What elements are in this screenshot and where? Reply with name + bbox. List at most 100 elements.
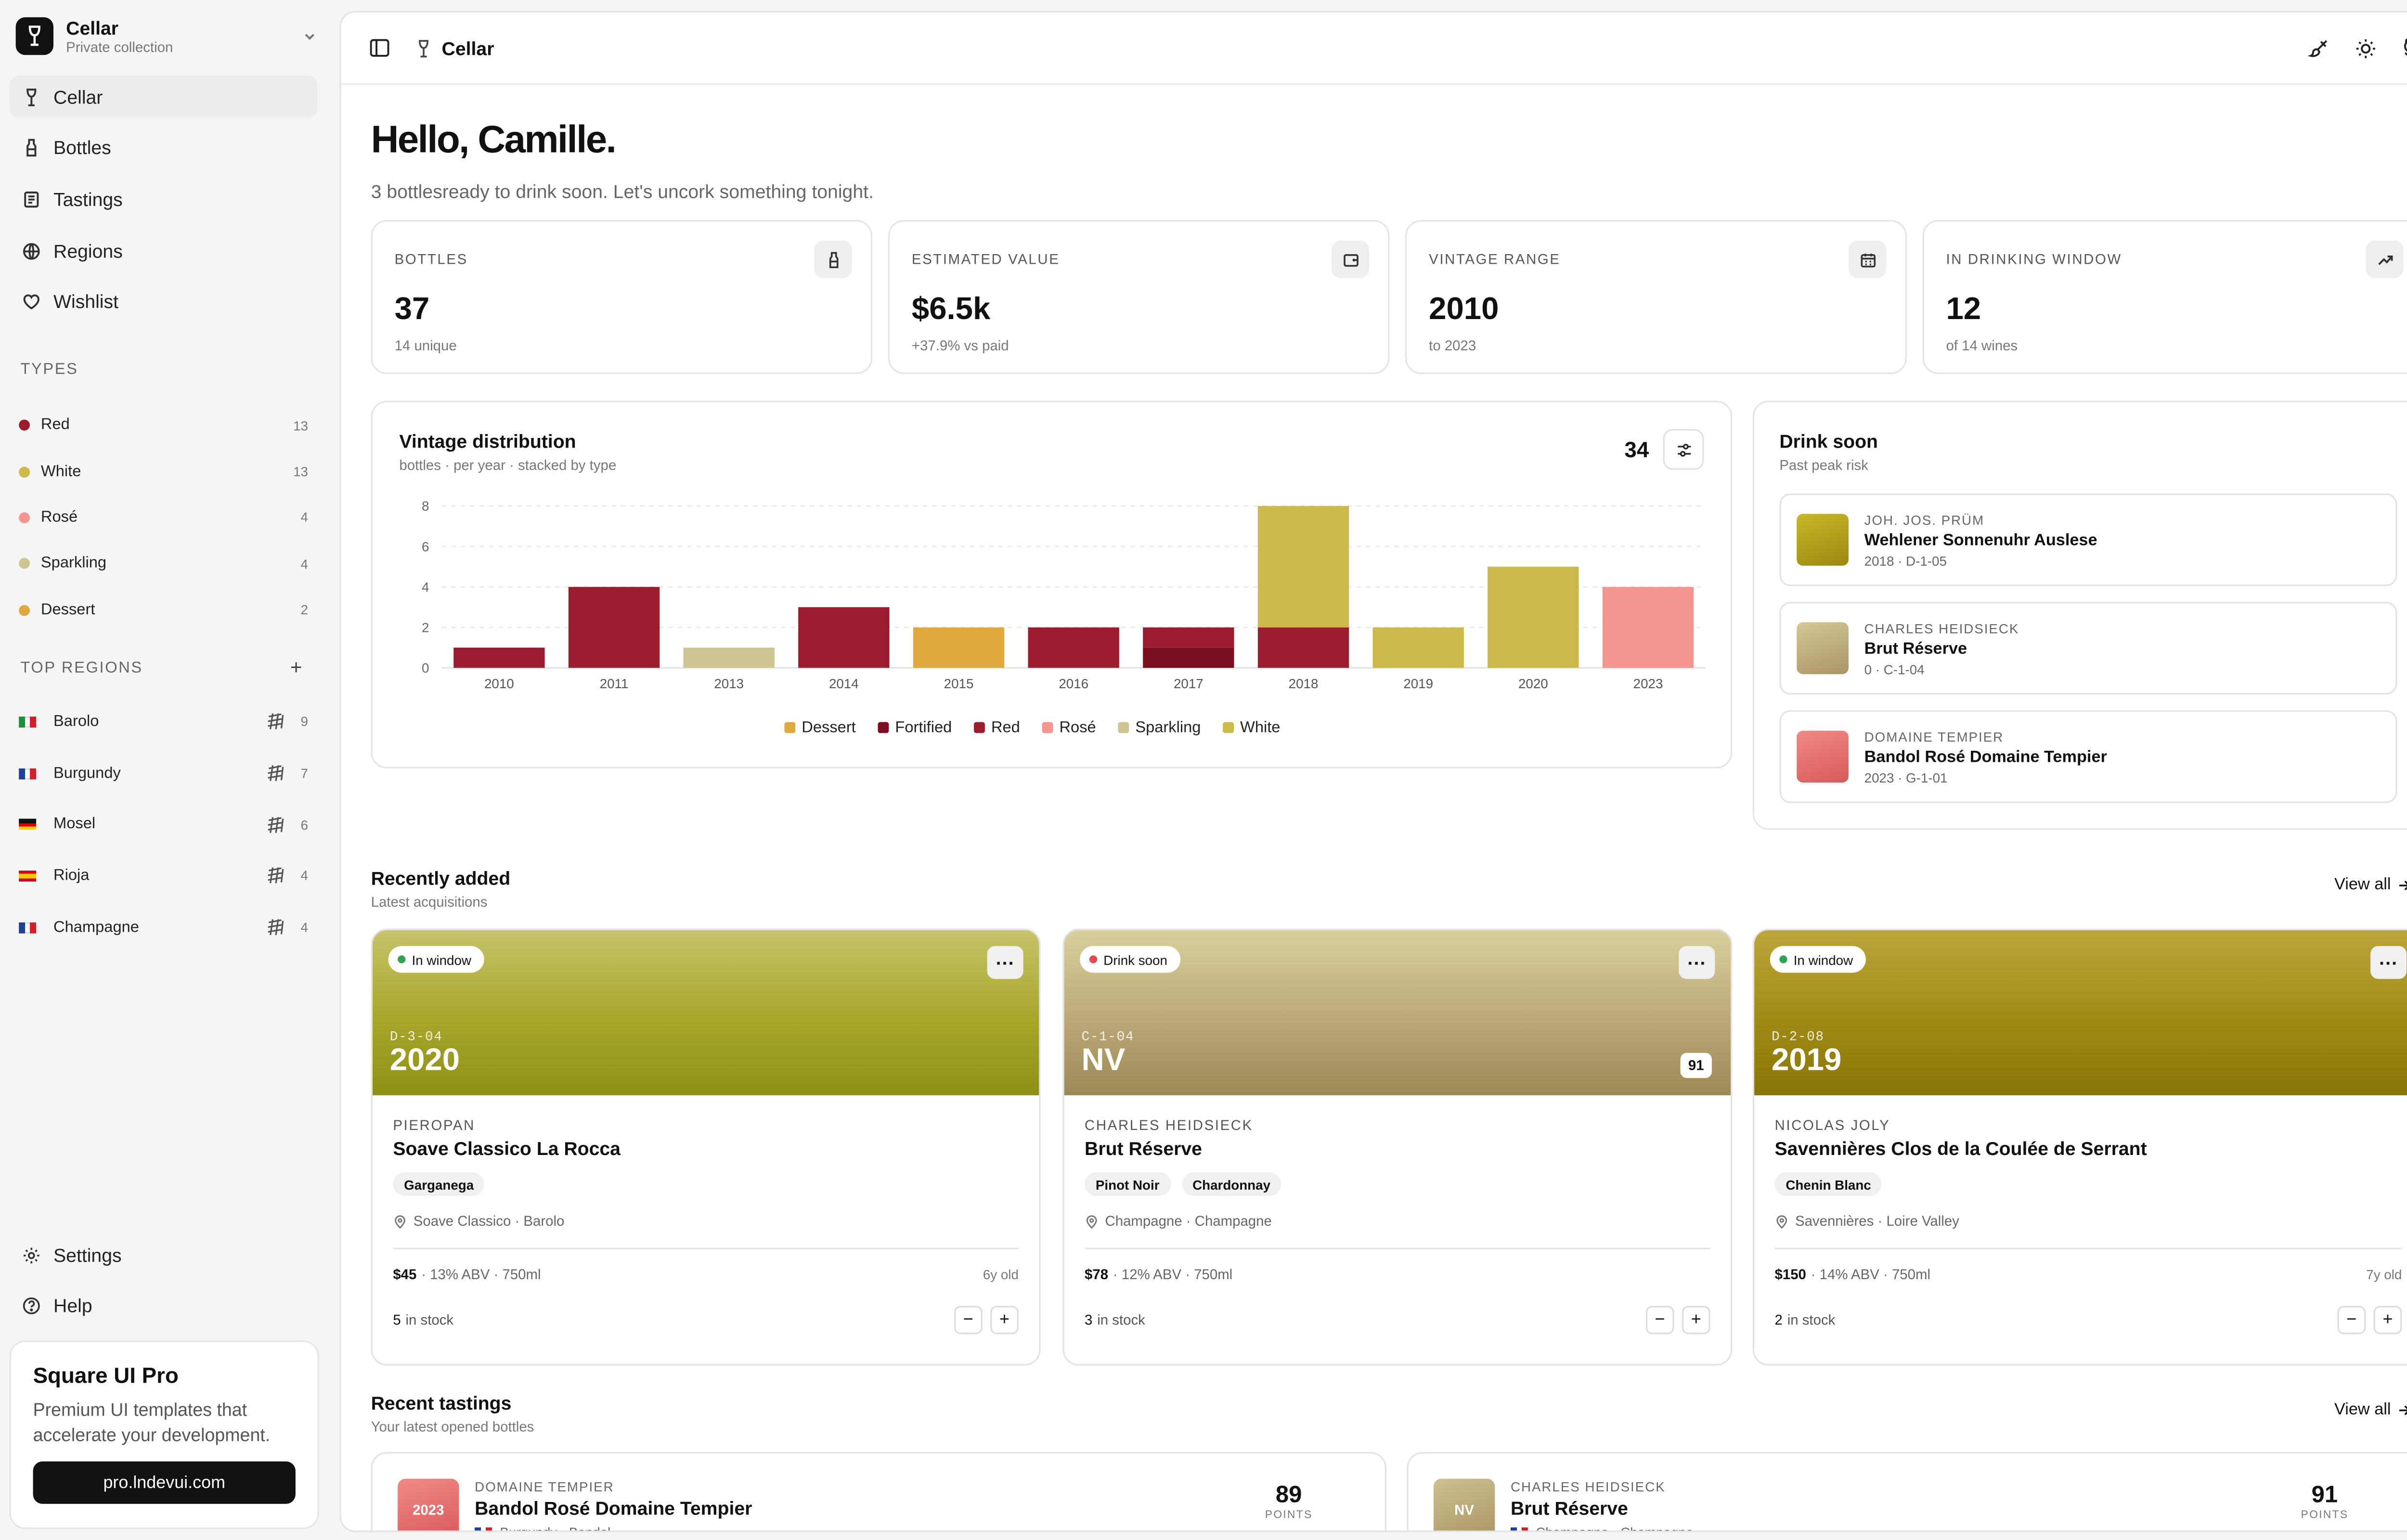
vintage-year: 2020 bbox=[389, 1043, 460, 1078]
type-label: White bbox=[40, 462, 81, 480]
increment-button[interactable]: + bbox=[990, 1306, 1019, 1335]
chart-subtitle: bottles · per year · stacked by type bbox=[399, 457, 617, 473]
section-title: Recently added bbox=[371, 867, 511, 890]
type-item-red[interactable]: Red 13 bbox=[10, 402, 318, 449]
region-item-barolo[interactable]: Barolo 9 bbox=[10, 696, 318, 748]
wine-price-row: $78 · 12% ABV · 750ml bbox=[1085, 1267, 1710, 1283]
type-count: 4 bbox=[300, 510, 308, 526]
view-all-link[interactable]: View all bbox=[2334, 875, 2407, 894]
wallet-icon bbox=[1331, 240, 1370, 278]
wine-place: Champagne · Champagne bbox=[1105, 1213, 1272, 1229]
producer: PIEROPAN bbox=[393, 1117, 475, 1133]
status-badge: In window bbox=[1770, 946, 1866, 973]
status-label: In window bbox=[1793, 951, 1853, 967]
section-subtitle: Your latest opened bottles bbox=[371, 1419, 534, 1435]
wine-card[interactable]: In window ··· D-2-08 2019 NICOLAS JOLY S… bbox=[1752, 928, 2407, 1366]
nav-item-tastings[interactable]: Tastings bbox=[10, 178, 318, 220]
france-flag-icon bbox=[19, 922, 37, 933]
y-tick-label: 2 bbox=[422, 620, 429, 635]
wine-card-hero: In window ··· D-2-08 2019 bbox=[1754, 930, 2407, 1095]
calendar-icon bbox=[1848, 240, 1887, 278]
topbar-actions bbox=[2307, 37, 2407, 59]
region-label: Champagne bbox=[53, 918, 139, 936]
nav-item-regions[interactable]: Regions bbox=[10, 230, 318, 272]
notebook-icon bbox=[24, 191, 39, 207]
stat-value: 37 bbox=[394, 292, 430, 327]
wine-card[interactable]: Drink soon ··· C-1-04 NV 91 CHARLES HEID… bbox=[1062, 928, 1733, 1366]
decrement-button[interactable]: − bbox=[2337, 1306, 2366, 1335]
topbar: Cellar bbox=[341, 13, 2407, 85]
tasting-place-row: Champagne · Champagne bbox=[1510, 1524, 1693, 1531]
france-flag-icon bbox=[475, 1527, 492, 1531]
bar-segment bbox=[1143, 627, 1234, 648]
dessert-dot-icon bbox=[19, 604, 30, 616]
nav-label: Tastings bbox=[53, 188, 123, 211]
drink-soon-item[interactable]: DOMAINE TEMPIER Bandol Rosé Domaine Temp… bbox=[1779, 710, 2397, 803]
bar-segment bbox=[453, 647, 545, 668]
sidebar-toggle-icon[interactable] bbox=[369, 38, 389, 58]
nav-item-help[interactable]: Help bbox=[10, 1285, 318, 1327]
workspace-switcher[interactable]: Cellar Private collection bbox=[13, 10, 321, 63]
type-item-rose[interactable]: Rosé 4 bbox=[10, 495, 318, 541]
region-item-mosel[interactable]: Mosel 6 bbox=[10, 799, 318, 850]
wine-name: Soave Classico La Rocca bbox=[393, 1138, 621, 1160]
region-item-champagne[interactable]: Champagne 4 bbox=[10, 901, 318, 953]
nav-label: Help bbox=[53, 1295, 92, 1317]
view-all-link[interactable]: View all bbox=[2334, 1400, 2407, 1419]
github-icon[interactable] bbox=[2402, 37, 2407, 59]
region-item-rioja[interactable]: Rioja 4 bbox=[10, 850, 318, 902]
x-tick-label: 2023 bbox=[1633, 676, 1663, 691]
wine-age: 6y old bbox=[983, 1266, 1019, 1283]
legend-label: White bbox=[1240, 718, 1280, 736]
drink-soon-item[interactable]: JOH. JOS. PRÜM Wehlener Sonnenuhr Ausles… bbox=[1779, 493, 2397, 586]
nav-item-wishlist[interactable]: Wishlist bbox=[10, 281, 318, 323]
y-tick-label: 6 bbox=[422, 539, 429, 554]
nav-item-cellar[interactable]: Cellar bbox=[9, 75, 318, 118]
status-dot-icon bbox=[1779, 955, 1787, 963]
sun-icon[interactable] bbox=[2355, 37, 2377, 59]
type-item-white[interactable]: White 13 bbox=[10, 449, 318, 495]
y-tick-label: 0 bbox=[422, 661, 429, 676]
type-count: 13 bbox=[293, 463, 308, 480]
vintage-year: 2019 bbox=[1771, 1043, 1842, 1078]
arrow-right-icon bbox=[2399, 880, 2407, 890]
drink-soon-item[interactable]: CHARLES HEIDSIECK Brut Réserve 0 · C-1-0… bbox=[1779, 602, 2397, 695]
type-item-dessert[interactable]: Dessert 2 bbox=[10, 587, 318, 633]
stock-count: 5 bbox=[393, 1312, 401, 1328]
stock-count: 2 bbox=[1774, 1312, 1783, 1328]
tasting-card[interactable]: NV CHARLES HEIDSIECK Brut Réserve Champa… bbox=[1407, 1452, 2407, 1531]
score-badge: 91 bbox=[1680, 1052, 1712, 1078]
increment-button[interactable]: + bbox=[2373, 1306, 2402, 1335]
wine-card[interactable]: In window ··· D-3-04 2020 PIEROPAN Soave… bbox=[371, 928, 1041, 1366]
wine-card-body: CHARLES HEIDSIECK Brut Réserve Pinot Noi… bbox=[1064, 1095, 1731, 1335]
decrement-button[interactable]: − bbox=[1645, 1306, 1674, 1335]
paintbrush-icon[interactable] bbox=[2307, 37, 2329, 59]
promo-button[interactable]: pro.lndevui.com bbox=[33, 1461, 296, 1504]
status-dot-icon bbox=[1089, 955, 1098, 963]
quantity-stepper: − + bbox=[1645, 1306, 1710, 1335]
sliders-icon bbox=[1677, 443, 1690, 456]
plus-icon[interactable]: + bbox=[290, 655, 304, 679]
more-menu-button[interactable]: ··· bbox=[987, 946, 1023, 979]
nav-item-settings[interactable]: Settings bbox=[10, 1233, 318, 1276]
workspace-subtitle: Private collection bbox=[66, 38, 173, 54]
sidebar: Cellar Private collection Cellar Bottles… bbox=[0, 0, 339, 1540]
divider bbox=[1774, 1247, 2402, 1249]
filter-button[interactable] bbox=[1663, 429, 1704, 470]
more-menu-button[interactable]: ··· bbox=[2370, 946, 2407, 979]
types-list: Red 13 White 13 Rosé 4 Sparkling 4 Desse… bbox=[10, 402, 318, 633]
region-item-burgundy[interactable]: Burgundy 7 bbox=[10, 747, 318, 799]
stat-sub: to 2023 bbox=[1429, 338, 1476, 354]
increment-button[interactable]: + bbox=[1682, 1306, 1710, 1335]
type-item-sparkling[interactable]: Sparkling 4 bbox=[10, 541, 318, 587]
cellar-location: D-3-04 bbox=[389, 1029, 443, 1045]
stat-label: IN DRINKING WINDOW bbox=[1946, 251, 2122, 268]
decrement-button[interactable]: − bbox=[954, 1306, 983, 1335]
nav-item-bottles[interactable]: Bottles bbox=[10, 127, 318, 169]
regions-heading-label: TOP REGIONS bbox=[20, 660, 143, 678]
more-menu-button[interactable]: ··· bbox=[1679, 946, 1715, 979]
wine-location: Soave Classico · Barolo bbox=[393, 1213, 1019, 1229]
tasting-badge: NV bbox=[1433, 1478, 1495, 1531]
tasting-card[interactable]: 2023 DOMAINE TEMPIER Bandol Rosé Domaine… bbox=[371, 1452, 1386, 1531]
